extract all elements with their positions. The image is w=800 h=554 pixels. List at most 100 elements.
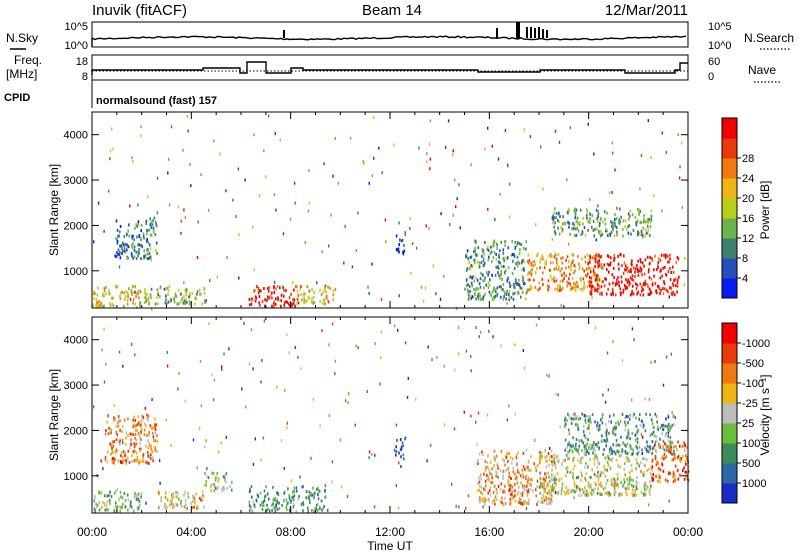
- range-cell: [317, 493, 319, 497]
- range-cell: [136, 497, 139, 501]
- range-cell: [343, 261, 345, 265]
- range-cell: [477, 294, 479, 298]
- range-cell: [560, 477, 563, 481]
- range-cell: [332, 293, 335, 297]
- range-cell: [641, 289, 643, 293]
- range-cell: [494, 295, 496, 299]
- range-cell: [558, 140, 561, 144]
- range-cell: [581, 412, 583, 416]
- range-cell: [549, 261, 552, 265]
- colorbar-segment: [722, 278, 737, 299]
- range-cell: [528, 271, 531, 275]
- range-cell: [415, 397, 417, 401]
- range-cell: [398, 461, 400, 465]
- range-cell: [483, 252, 485, 256]
- range-cell: [553, 485, 555, 489]
- range-cell: [116, 433, 118, 437]
- range-cell: [653, 434, 656, 438]
- range-cell: [574, 216, 576, 220]
- range-cell: [523, 499, 525, 503]
- range-cell: [468, 294, 470, 298]
- range-cell: [512, 283, 515, 286]
- range-cell: [624, 219, 627, 223]
- range-cell: [606, 268, 608, 272]
- range-cell: [97, 286, 99, 290]
- range-cell: [522, 465, 525, 469]
- range-cell: [138, 506, 141, 510]
- range-cell: [667, 260, 669, 264]
- range-cell: [552, 459, 554, 463]
- range-cell: [584, 436, 587, 440]
- range-cell: [613, 450, 616, 454]
- range-cell: [516, 261, 518, 265]
- range-cell: [576, 280, 578, 284]
- range-cell: [582, 216, 584, 220]
- range-cell: [674, 464, 677, 468]
- range-cell: [479, 473, 482, 477]
- range-cell: [528, 500, 530, 504]
- range-cell: [129, 446, 131, 450]
- cpid-text: normalsound (fast) 157: [96, 95, 217, 107]
- range-cell: [117, 252, 119, 256]
- range-cell: [118, 230, 121, 234]
- range-cell: [578, 267, 580, 271]
- range-cell: [149, 217, 152, 221]
- range-cell: [587, 418, 590, 422]
- range-cell: [571, 227, 573, 230]
- range-cell: [480, 485, 483, 489]
- range-cell: [654, 456, 657, 460]
- range-cell: [662, 457, 665, 461]
- range-cell: [631, 289, 633, 293]
- range-cell: [612, 290, 614, 294]
- range-cell: [600, 255, 603, 258]
- range-cell: [185, 290, 188, 293]
- range-cell: [149, 256, 151, 260]
- range-cell: [266, 492, 269, 496]
- range-cell: [109, 157, 111, 161]
- range-cell: [400, 465, 402, 469]
- range-cell: [151, 398, 153, 401]
- range-cell: [140, 125, 142, 129]
- range-cell: [585, 472, 588, 475]
- range-cell: [636, 440, 639, 444]
- range-cell: [268, 286, 271, 289]
- range-cell: [121, 425, 124, 429]
- range-cell: [661, 432, 663, 436]
- range-cell: [486, 461, 488, 464]
- range-cell: [130, 505, 133, 509]
- range-cell: [125, 290, 128, 294]
- range-cell: [522, 349, 524, 352]
- range-cell: [138, 499, 141, 503]
- range-cell: [649, 492, 651, 496]
- range-cell: [284, 388, 286, 392]
- range-cell: [561, 261, 563, 265]
- range-cell: [598, 259, 600, 263]
- range-cell: [517, 241, 519, 245]
- range-cell: [470, 369, 472, 373]
- range-cell: [114, 449, 117, 453]
- range-cell: [612, 340, 614, 344]
- range-cell: [203, 291, 206, 295]
- range-cell: [308, 296, 311, 300]
- range-cell: [143, 428, 146, 432]
- range-cell: [477, 462, 479, 466]
- range-cell: [397, 247, 400, 251]
- range-cell: [146, 451, 149, 454]
- range-cell: [92, 303, 94, 307]
- range-cell: [184, 216, 187, 220]
- range-cell: [187, 495, 190, 499]
- range-cell: [526, 260, 529, 264]
- range-cell: [597, 204, 599, 208]
- range-cell: [273, 291, 276, 294]
- range-cell: [400, 239, 403, 243]
- range-cell: [514, 286, 516, 290]
- range-cell: [495, 253, 497, 257]
- range-cell: [647, 503, 650, 507]
- range-cell: [592, 220, 595, 224]
- range-cell: [632, 478, 634, 482]
- range-cell: [313, 291, 315, 294]
- range-cell: [604, 456, 607, 460]
- range-cell: [299, 287, 301, 290]
- range-cell: [597, 254, 599, 258]
- range-cell: [585, 445, 588, 449]
